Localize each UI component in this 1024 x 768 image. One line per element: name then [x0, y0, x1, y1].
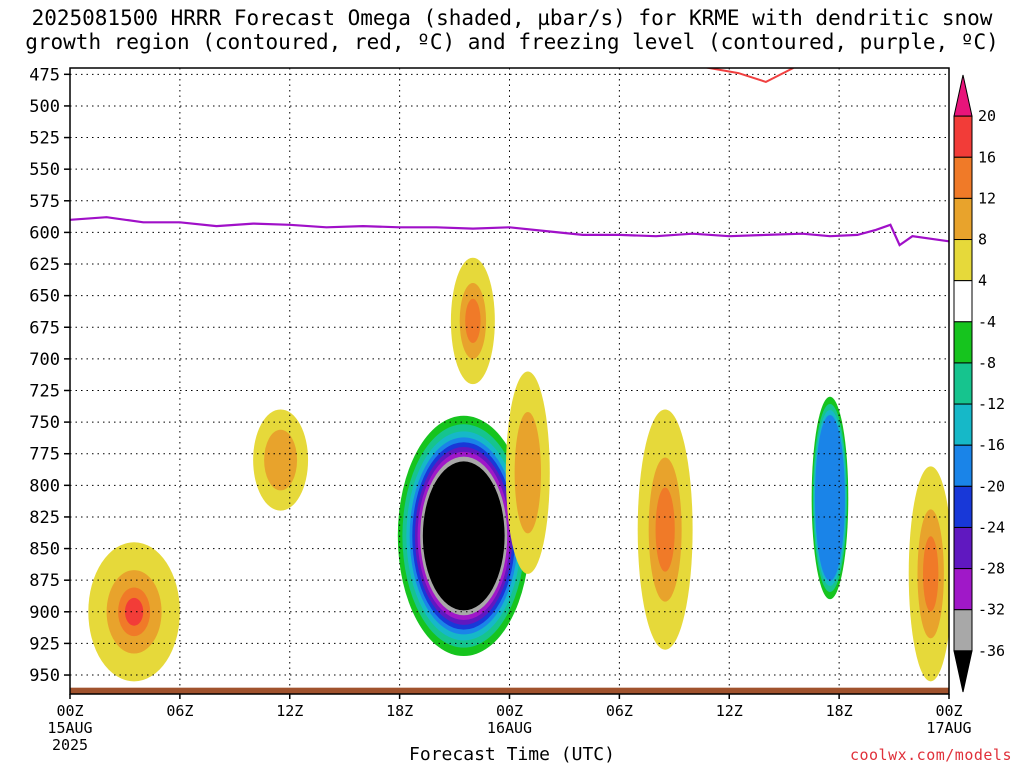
freezing-level-contour	[70, 216, 949, 247]
x-tick-label: 06Z	[606, 702, 633, 720]
omega-contour-fill	[655, 487, 675, 572]
y-tick-label: 875	[29, 571, 60, 591]
colorbar-label: 12	[978, 189, 996, 207]
colorbar-label: -16	[978, 436, 1005, 454]
colorbar-box	[953, 609, 973, 652]
grid	[70, 68, 949, 694]
omega-contour-fill	[264, 429, 298, 491]
ground-level	[70, 687, 949, 694]
colorbar: 20 16 12 8 4 -4 -8 -12 -16 -20 -24 -28 -32 -36	[953, 74, 1005, 693]
colorbar-box	[953, 403, 973, 446]
y-tick-label: 800	[29, 476, 60, 496]
x-tick-label: 18Z	[826, 702, 853, 720]
y-tick-label: 725	[29, 381, 60, 401]
title-line-2: growth region (contoured, red, ºC) and f…	[25, 30, 999, 54]
omega-feature	[450, 257, 495, 385]
y-tick-label: 925	[29, 634, 60, 654]
credit-text: coolwx.com/models	[849, 746, 1012, 764]
colorbar-box	[953, 526, 973, 570]
omega-feature	[397, 415, 530, 657]
y-tick-label: 850	[29, 540, 60, 560]
y-tick-label: 825	[29, 508, 60, 528]
colorbar-label: -24	[978, 518, 1005, 536]
y-tick-label: 700	[29, 350, 60, 370]
omega-shading	[88, 257, 949, 682]
colorbar-box	[953, 239, 973, 282]
colorbar-box	[953, 485, 973, 528]
omega-feature	[505, 371, 550, 574]
title-line-1: 2025081500 HRRR Forecast Omega (shaded, …	[31, 6, 993, 30]
y-tick-label: 650	[29, 287, 60, 307]
colorbar-box	[953, 280, 973, 323]
x-tick-label: 00Z	[935, 702, 962, 720]
colorbar-label: 4	[978, 272, 987, 290]
y-tick-label: 600	[29, 223, 60, 243]
colorbar-bottom-arrow	[953, 650, 973, 693]
colorbar-box	[953, 115, 973, 158]
omega-feature	[253, 409, 309, 511]
y-tick-label: 550	[29, 160, 60, 180]
colorbar-box	[953, 362, 973, 405]
dendritic-growth-contour	[703, 68, 794, 83]
y-tick-label: 625	[29, 255, 60, 275]
omega-contour-fill	[514, 411, 541, 534]
x-tick-label: 12Z	[716, 702, 743, 720]
y-tick-label: 675	[29, 318, 60, 338]
omega-contour-fill	[465, 298, 481, 344]
omega-contour-fill	[422, 461, 505, 611]
colorbar-box	[953, 321, 973, 364]
y-tick-label: 950	[29, 666, 60, 686]
colorbar-label: -36	[978, 642, 1005, 660]
colorbar-box	[953, 197, 973, 241]
y-axis: 475 500 525 550 575 600 625 650 675 700 725 750 775 8…	[29, 65, 70, 686]
x-tick-label: 12Z	[276, 702, 303, 720]
plot-area	[70, 68, 949, 694]
omega-feature	[88, 542, 180, 682]
colorbar-label: -32	[978, 601, 1005, 619]
colorbar-top-arrow	[953, 74, 973, 117]
colorbar-label: -8	[978, 354, 996, 372]
colorbar-label: 8	[978, 231, 987, 249]
colorbar-label: -20	[978, 477, 1005, 495]
colorbar-box	[953, 568, 973, 611]
y-tick-label: 775	[29, 445, 60, 465]
x-tick-year: 2025	[52, 736, 88, 754]
y-tick-label: 575	[29, 192, 60, 212]
x-tick-date: 17AUG	[926, 719, 971, 737]
omega-feature	[811, 396, 849, 600]
y-tick-label: 750	[29, 413, 60, 433]
colorbar-label: 16	[978, 148, 996, 166]
omega-feature	[637, 409, 693, 650]
chart-title: 2025081500 HRRR Forecast Omega (shaded, …	[0, 6, 1024, 54]
x-tick-label: 18Z	[386, 702, 413, 720]
y-tick-label: 475	[29, 65, 60, 85]
x-axis-label: Forecast Time (UTC)	[409, 744, 615, 765]
x-tick-label: 00Z	[496, 702, 523, 720]
x-tick-label: 06Z	[166, 702, 193, 720]
omega-contour-fill	[922, 536, 939, 612]
x-tick-date: 16AUG	[487, 719, 532, 737]
y-tick-label: 500	[29, 97, 60, 117]
y-tick-label: 525	[29, 129, 60, 149]
colorbar-label: -12	[978, 395, 1005, 413]
x-tick-label: 00Z	[56, 702, 83, 720]
colorbar-box	[953, 156, 973, 199]
omega-contour-fill	[814, 415, 845, 581]
colorbar-box	[953, 444, 973, 487]
omega-feature	[908, 466, 949, 682]
omega-contour-fill	[124, 597, 144, 626]
colorbar-label: 20	[978, 107, 996, 125]
x-tick-date: 15AUG	[47, 719, 92, 737]
ground-fill	[70, 687, 949, 694]
colorbar-label: -28	[978, 560, 1005, 578]
colorbar-label: -4	[978, 313, 996, 331]
y-tick-label: 900	[29, 603, 60, 623]
